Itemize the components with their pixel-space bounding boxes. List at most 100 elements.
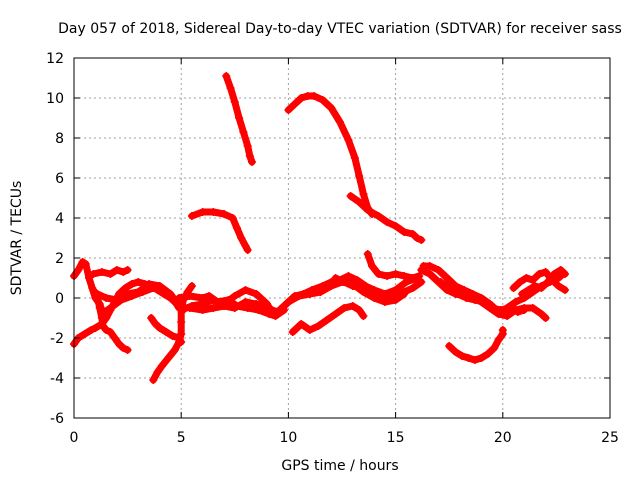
- data-point: [205, 292, 214, 300]
- series-arc-14: [284, 92, 377, 218]
- data-point: [123, 266, 132, 274]
- data-point: [247, 158, 256, 166]
- data-point: [149, 284, 158, 292]
- data-point: [470, 296, 479, 304]
- data-point: [310, 92, 319, 100]
- data-point: [417, 278, 426, 286]
- data-point: [400, 272, 409, 280]
- x-tick-label: 10: [279, 430, 297, 446]
- data-point: [445, 342, 454, 350]
- data-point: [322, 316, 331, 324]
- data-point: [522, 274, 531, 282]
- data-point: [187, 212, 196, 220]
- data-point: [162, 328, 171, 336]
- data-point: [528, 276, 537, 284]
- series-line: [284, 92, 376, 218]
- data-point: [149, 376, 158, 384]
- data-point: [511, 298, 520, 306]
- data-point: [245, 152, 254, 160]
- data-point: [331, 310, 340, 318]
- y-tick-label: 4: [55, 211, 64, 227]
- data-point: [226, 84, 235, 92]
- data-point: [363, 250, 372, 258]
- x-tick-label: 0: [70, 430, 79, 446]
- data-point: [232, 302, 241, 310]
- x-tick-label: 20: [494, 430, 512, 446]
- data-point: [470, 356, 479, 364]
- data-point: [97, 310, 106, 318]
- data-point: [344, 272, 353, 280]
- data-point: [400, 228, 409, 236]
- data-point: [505, 304, 514, 312]
- y-tick-label: 2: [55, 251, 64, 267]
- data-point: [284, 298, 293, 306]
- data-point: [271, 312, 280, 320]
- data-point: [230, 292, 239, 300]
- data-point: [102, 294, 111, 302]
- data-point: [374, 270, 383, 278]
- data-point: [138, 288, 147, 296]
- data-point: [316, 288, 325, 296]
- data-point: [391, 270, 400, 278]
- data-point: [327, 104, 336, 112]
- data-point: [368, 262, 377, 270]
- data-point: [464, 354, 473, 362]
- data-point: [359, 190, 368, 198]
- x-tick-label: 15: [387, 430, 405, 446]
- data-point: [417, 266, 426, 274]
- data-point: [348, 282, 357, 290]
- data-point: [127, 280, 136, 288]
- y-tick-label: -4: [50, 371, 64, 387]
- data-point: [117, 296, 126, 304]
- data-point: [185, 304, 194, 312]
- series-arc-23: [509, 268, 569, 294]
- data-point: [284, 106, 293, 114]
- data-point: [123, 346, 132, 354]
- data-point: [327, 282, 336, 290]
- data-point: [297, 94, 306, 102]
- data-point: [363, 206, 372, 214]
- data-point: [106, 328, 115, 336]
- data-point: [513, 308, 522, 316]
- data-point: [314, 322, 323, 330]
- series-arc-15: [346, 192, 426, 244]
- data-point: [340, 278, 349, 286]
- data-point: [543, 278, 552, 286]
- data-point: [453, 290, 462, 298]
- data-point: [85, 274, 94, 282]
- data-point: [228, 214, 237, 222]
- data-point: [340, 304, 349, 312]
- data-point: [93, 290, 102, 298]
- data-point: [91, 324, 100, 332]
- y-tick-label: -6: [50, 411, 64, 427]
- y-tick-label: 8: [55, 131, 64, 147]
- data-point: [230, 98, 239, 106]
- data-point: [297, 320, 306, 328]
- data-point: [119, 268, 128, 276]
- data-point: [556, 266, 565, 274]
- data-point: [110, 334, 119, 342]
- data-point: [355, 198, 364, 206]
- data-point: [147, 314, 156, 322]
- series-arc-24: [518, 266, 569, 298]
- data-point: [483, 350, 492, 358]
- data-point: [185, 292, 194, 300]
- data-point: [353, 276, 362, 284]
- data-point: [554, 282, 563, 290]
- data-point: [488, 304, 497, 312]
- gridlines: [74, 58, 610, 418]
- data-point: [305, 326, 314, 334]
- data-point: [408, 274, 417, 282]
- data-point: [155, 324, 164, 332]
- data-point: [541, 314, 550, 322]
- data-point: [415, 272, 424, 280]
- data-point: [295, 292, 304, 300]
- data-point: [344, 136, 353, 144]
- data-point: [177, 306, 186, 314]
- data-point: [106, 270, 115, 278]
- data-point: [209, 208, 218, 216]
- data-point: [383, 272, 392, 280]
- data-point: [121, 284, 130, 292]
- series-line: [289, 302, 367, 336]
- series-arc-4: [89, 266, 132, 278]
